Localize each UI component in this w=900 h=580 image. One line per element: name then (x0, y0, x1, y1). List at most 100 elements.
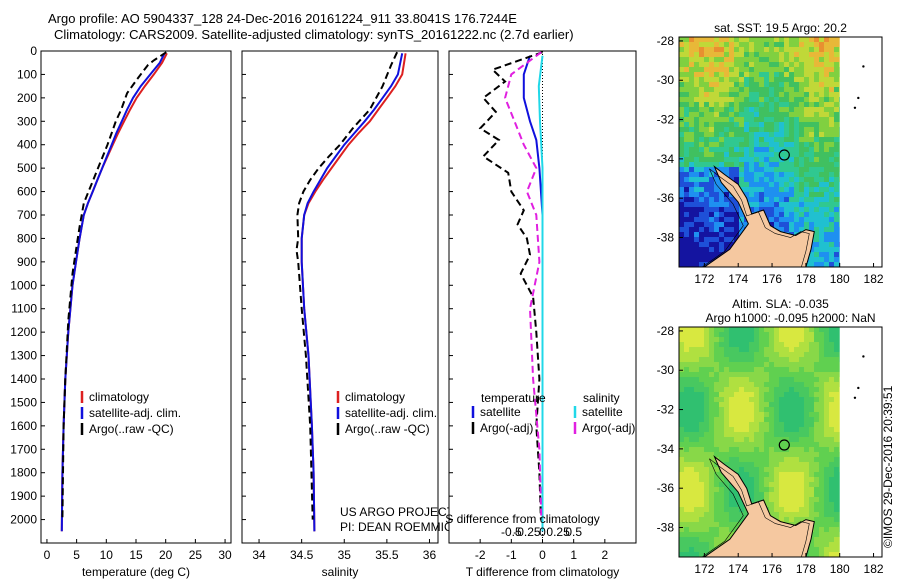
map-cell (719, 392, 725, 398)
map-cell (709, 362, 715, 368)
map-cell (684, 167, 690, 173)
map-cell (834, 162, 840, 168)
map-cell (779, 132, 785, 138)
map-cell (819, 252, 825, 258)
map-cell (694, 427, 700, 433)
map-cell (704, 77, 710, 83)
map-cell (724, 147, 730, 153)
map-cell (799, 167, 805, 173)
map-cell (814, 57, 820, 63)
map-cell (804, 487, 810, 493)
map-cell (734, 167, 740, 173)
map-cell (699, 152, 705, 158)
map-cell (789, 47, 795, 53)
map-cell (764, 447, 770, 453)
map-cell (679, 492, 685, 498)
map-cell (689, 492, 695, 498)
map-cell (779, 382, 785, 388)
map-cell (774, 392, 780, 398)
map-cell (724, 67, 730, 73)
map-cell (754, 372, 760, 378)
legend-label: Argo(-adj) (582, 421, 635, 435)
map-cell (819, 472, 825, 478)
map-cell (694, 342, 700, 348)
map-cell (709, 192, 715, 198)
map-cell (724, 442, 730, 448)
map-cell (834, 197, 840, 203)
map-cell (834, 227, 840, 233)
map-cell (809, 42, 815, 48)
map-cell (729, 397, 735, 403)
x-tick-label: 30 (218, 548, 232, 562)
map-cell (704, 247, 710, 253)
map-cell (834, 342, 840, 348)
map-cell (769, 492, 775, 498)
map-cell (694, 167, 700, 173)
map-cell (724, 397, 730, 403)
map-cell (754, 342, 760, 348)
map-cell (724, 37, 730, 43)
map-cell (814, 477, 820, 483)
map-cell (689, 342, 695, 348)
map-cell (714, 207, 720, 213)
map-cell (699, 347, 705, 353)
map-cell (819, 112, 825, 118)
map-cell (779, 47, 785, 53)
map-cell (774, 217, 780, 223)
map-cell (714, 377, 720, 383)
map-cell (724, 112, 730, 118)
map-cell (769, 342, 775, 348)
map-cell (829, 337, 835, 343)
map-cell (814, 532, 820, 538)
map-cell (819, 422, 825, 428)
map-cell (754, 207, 760, 213)
map-cell (709, 157, 715, 163)
map-cell (809, 327, 815, 333)
map-cell (749, 47, 755, 53)
map-cell (699, 117, 705, 123)
map-cell (764, 382, 770, 388)
map-cell (724, 477, 730, 483)
map-cell (774, 162, 780, 168)
map-cell (719, 407, 725, 413)
map-cell (769, 82, 775, 88)
map-cell (809, 227, 815, 233)
map-cell (779, 112, 785, 118)
map-cell (804, 377, 810, 383)
map-cell (809, 457, 815, 463)
map-cell (689, 392, 695, 398)
map-cell (769, 457, 775, 463)
map-cell (829, 242, 835, 248)
map-cell (764, 412, 770, 418)
y-tick-label: 1100 (11, 302, 37, 316)
map-cell (779, 477, 785, 483)
map-cell (824, 362, 830, 368)
map-cell (699, 452, 705, 458)
map-cell (819, 327, 825, 333)
map-cell (719, 422, 725, 428)
map-cell (739, 372, 745, 378)
map-cell (774, 472, 780, 478)
map-cell (779, 492, 785, 498)
map-cell (724, 452, 730, 458)
y-tick-label: -30 (657, 363, 675, 377)
map-cell (829, 82, 835, 88)
map-cell (764, 72, 770, 78)
legend-label: Argo(..raw -QC) (345, 422, 430, 436)
map-cell (824, 147, 830, 153)
map-cell (684, 72, 690, 78)
map-cell (774, 507, 780, 513)
map-cell (769, 162, 775, 168)
map-cell (729, 157, 735, 163)
map-cell (749, 392, 755, 398)
map-cell (744, 72, 750, 78)
map-cell (709, 202, 715, 208)
map-cell (824, 187, 830, 193)
map-cell (809, 352, 815, 358)
map-cell (764, 87, 770, 93)
map-cell (759, 402, 765, 408)
map-cell (704, 157, 710, 163)
map-cell (744, 132, 750, 138)
map-cell (714, 67, 720, 73)
map-cell (749, 197, 755, 203)
